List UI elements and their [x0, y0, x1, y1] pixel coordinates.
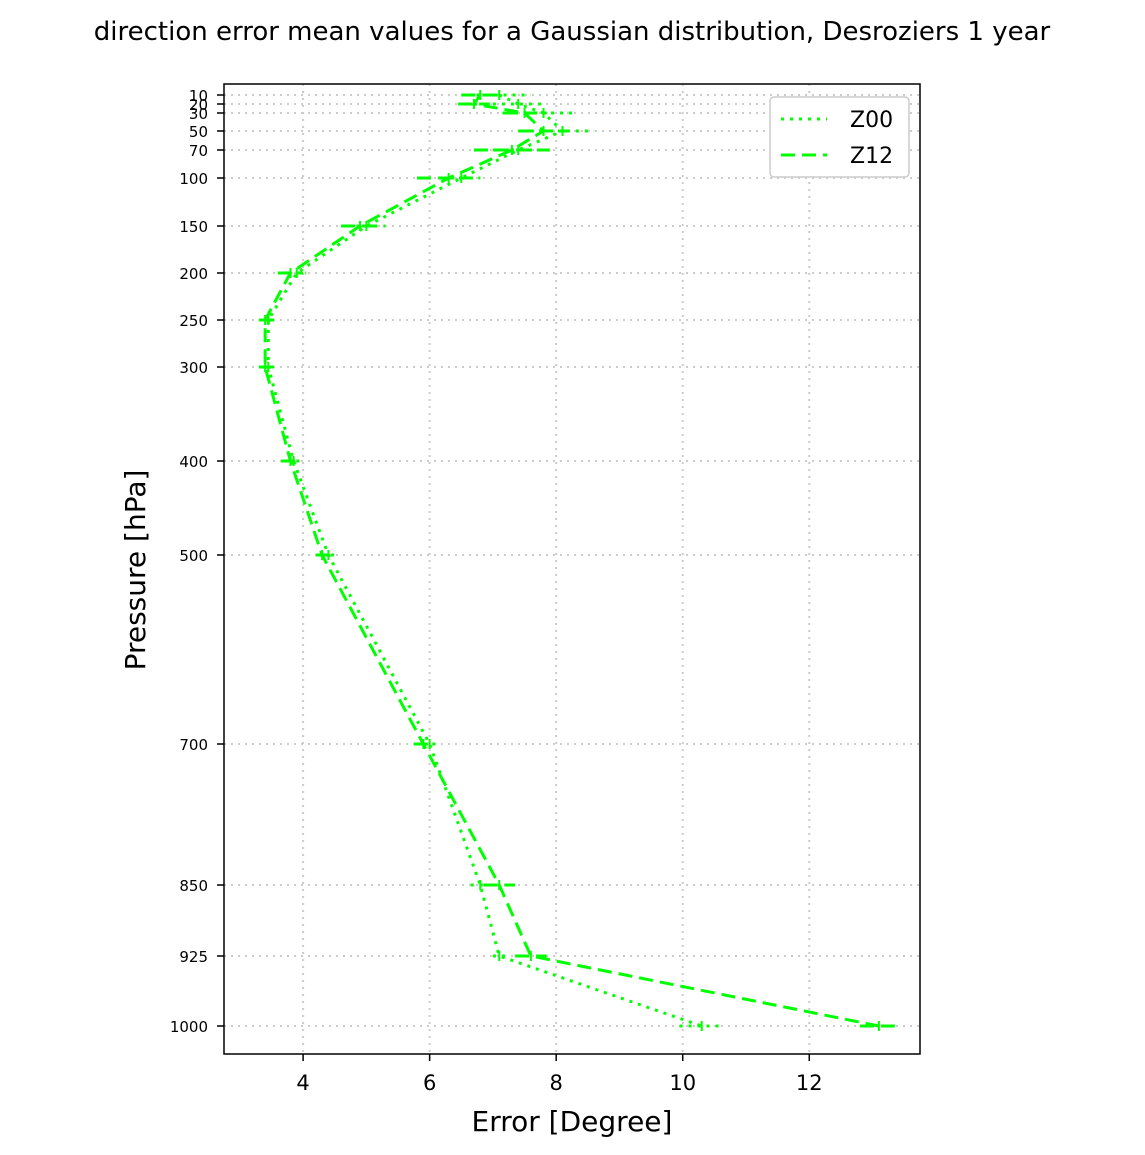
legend-label: Z12 [850, 144, 893, 169]
y-tick-label: 30 [189, 105, 208, 123]
y-tick-label: 20 [189, 96, 208, 114]
y-tick-label: 70 [189, 142, 208, 160]
y-tick-label: 700 [179, 736, 208, 754]
y-tick-label: 250 [179, 312, 208, 330]
legend-box [769, 96, 910, 178]
y-tick-label: 100 [179, 170, 208, 188]
y-axis-label: Pressure [hPa] [119, 470, 152, 671]
y-tick-label: 1000 [170, 1018, 208, 1036]
y-tick-label: 10 [189, 87, 208, 105]
y-tick-label: 500 [179, 547, 208, 565]
y-tick-label: 200 [179, 265, 208, 283]
series-line [266, 93, 703, 1028]
series-line [263, 94, 880, 1028]
x-axis-ticks: 4 6 8 10 12 [296, 1054, 823, 1095]
series-z00 [261, 90, 724, 1031]
y-tick-label: 850 [179, 877, 208, 895]
grid [224, 84, 920, 1054]
x-tick-label: 6 [423, 1071, 436, 1095]
legend-label: Z00 [850, 108, 893, 133]
y-tick-label: 400 [179, 453, 208, 471]
series-z12 [258, 90, 898, 1031]
chart-title: direction error mean values for a Gaussi… [94, 17, 1051, 47]
y-tick-label: 925 [179, 948, 208, 966]
y-tick-label: 150 [179, 218, 208, 236]
y-tick-label: 300 [179, 359, 208, 377]
x-tick-label: 4 [296, 1071, 309, 1095]
x-tick-label: 8 [549, 1071, 562, 1095]
x-tick-label: 10 [669, 1071, 696, 1095]
x-axis-label: Error [Degree] [472, 1105, 673, 1138]
x-tick-label: 12 [796, 1071, 823, 1095]
plot-frame [223, 83, 921, 1055]
series-layer [258, 90, 898, 1031]
y-tick-label: 50 [189, 123, 208, 141]
